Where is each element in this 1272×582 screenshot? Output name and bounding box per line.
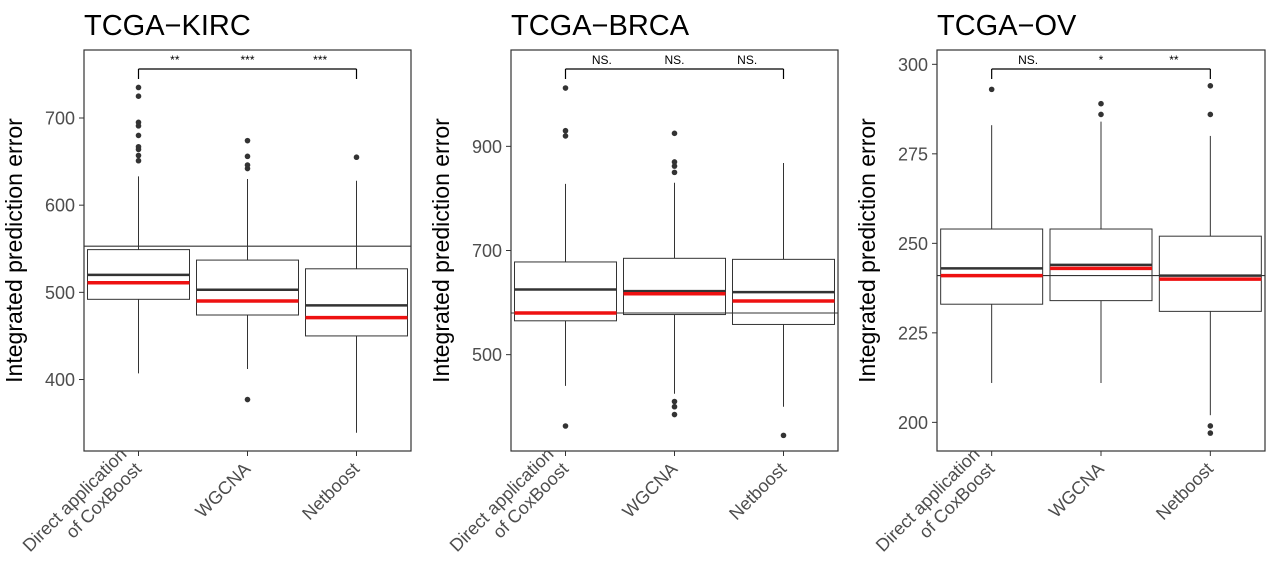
x-tick-label: Direct applicationof CoxBoost	[872, 444, 999, 571]
outlier-point	[671, 398, 678, 405]
outlier-point	[135, 93, 142, 100]
x-tick-label-line: WGCNA	[1045, 459, 1108, 522]
x-tick-label: WGCNA	[191, 459, 254, 522]
x-tick-label: WGCNA	[1045, 459, 1108, 522]
outlier-point	[562, 133, 569, 139]
x-tick-label: WGCNA	[618, 459, 681, 522]
outlier-point	[780, 432, 787, 439]
outlier-point	[671, 169, 678, 176]
box	[305, 268, 408, 337]
y-tick-label: 700	[472, 241, 502, 261]
x-tick-label: Direct applicationof CoxBoost	[19, 444, 146, 571]
box	[940, 228, 1044, 305]
x-tick-label: Netboost	[1152, 459, 1217, 524]
significance-label: *	[1099, 53, 1104, 67]
y-tick-label: 200	[898, 413, 928, 433]
y-axis-label: Integrated prediction error	[854, 118, 880, 383]
outlier-point	[671, 130, 678, 137]
outlier-point	[562, 127, 569, 134]
chart-title: TCGA−OV	[937, 10, 1077, 42]
y-tick-label: 225	[898, 323, 928, 343]
outlier-point	[1207, 430, 1214, 436]
box	[196, 259, 299, 316]
x-tick-label-line: Netboost	[725, 459, 790, 524]
y-tick-label: 600	[45, 196, 75, 216]
significance-label: ***	[240, 53, 254, 67]
panel-frame	[936, 49, 1266, 452]
box	[514, 261, 617, 322]
outlier-point	[135, 84, 142, 91]
x-tick-label-line: Netboost	[298, 459, 363, 524]
x-tick-label-line: WGCNA	[618, 459, 681, 522]
outlier-point	[244, 162, 251, 168]
outlier-point	[244, 153, 251, 160]
x-tick-label: Netboost	[725, 459, 790, 524]
x-tick-label-line: Netboost	[1152, 459, 1217, 524]
x-tick-label: Netboost	[298, 459, 363, 524]
outlier-point	[135, 132, 142, 139]
outlier-point	[135, 157, 142, 164]
outlier-point	[562, 85, 569, 91]
outlier-point	[671, 403, 678, 410]
outlier-point	[671, 159, 678, 165]
outlier-point	[244, 396, 251, 403]
y-axis-label: Integrated prediction error	[1, 118, 27, 383]
outlier-point	[1207, 83, 1214, 89]
y-tick-label: 900	[472, 137, 502, 157]
panel-tcga-kirc: TCGA−KIRC Integrated prediction error 400 5…	[1, 10, 412, 571]
significance-label: NS.	[737, 53, 757, 67]
outlier-point	[135, 143, 142, 150]
y-tick-label: 300	[898, 55, 928, 75]
outlier-point	[135, 119, 142, 126]
y-tick-label: 700	[45, 108, 75, 128]
outlier-point	[988, 86, 995, 93]
y-axis-label: Integrated prediction error	[428, 118, 454, 383]
significance-label: ***	[313, 53, 327, 67]
significance-label: NS.	[664, 53, 684, 67]
outlier-point	[1207, 423, 1214, 429]
y-tick-label: 250	[898, 234, 928, 254]
box	[1158, 235, 1262, 312]
outlier-point	[1098, 100, 1104, 107]
outlier-point	[135, 152, 142, 159]
significance-label: **	[1169, 53, 1179, 67]
y-tick-label: 400	[45, 370, 75, 390]
outlier-point	[562, 423, 569, 429]
outlier-point	[671, 411, 678, 418]
y-tick-label: 500	[45, 283, 75, 303]
outlier-point	[244, 137, 251, 144]
outlier-point	[671, 163, 678, 169]
x-tick-label: Direct applicationof CoxBoost	[446, 444, 573, 571]
panel-tcga-brca: TCGA−BRCA Integrated prediction error 500 7…	[428, 10, 839, 571]
chart-title: TCGA−BRCA	[511, 10, 690, 42]
significance-label: NS.	[1018, 53, 1038, 67]
significance-label: **	[170, 53, 180, 67]
outlier-point	[353, 154, 360, 161]
outlier-point	[1098, 111, 1104, 118]
box	[623, 257, 726, 316]
y-tick-label: 500	[472, 345, 502, 365]
chart-title: TCGA−KIRC	[84, 10, 251, 42]
significance-label: NS.	[592, 53, 612, 67]
outlier-point	[1207, 111, 1214, 118]
x-tick-label-line: WGCNA	[191, 459, 254, 522]
panel-tcga-ov: TCGA−OV Integrated prediction error 200 225…	[854, 10, 1266, 571]
y-tick-label: 275	[898, 144, 928, 164]
